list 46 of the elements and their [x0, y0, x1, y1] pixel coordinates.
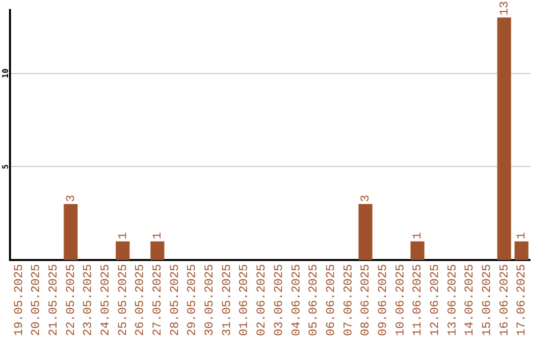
data-label: 1 [150, 232, 165, 240]
x-tick-label: 22.05.2025 [64, 264, 78, 336]
x-tick-label: 29.05.2025 [185, 264, 200, 336]
x-tick-label: 30.05.2025 [202, 264, 217, 336]
x-tick-label: 07.06.2025 [341, 264, 356, 336]
bar [497, 17, 512, 260]
data-label: 3 [64, 194, 78, 202]
x-tick-label: 28.05.2025 [168, 264, 182, 336]
x-tick-label: 12.06.2025 [428, 264, 442, 336]
x-tick-label: 15.06.2025 [480, 264, 494, 336]
x-tick-label: 06.06.2025 [324, 264, 338, 336]
bar [358, 204, 372, 260]
x-tick-label: 04.06.2025 [289, 264, 304, 336]
x-tick-label: 11.06.2025 [410, 264, 425, 336]
data-label: 1 [116, 232, 130, 240]
bar [150, 241, 164, 260]
bar [64, 204, 78, 260]
x-tick-label: 05.06.2025 [306, 264, 321, 336]
bar [410, 241, 424, 260]
x-tick-label: 27.05.2025 [150, 264, 165, 336]
x-tick-label: 23.05.2025 [81, 264, 96, 336]
data-label: 13 [497, 1, 512, 16]
x-tick-label: 25.05.2025 [116, 264, 130, 336]
x-tick-label: 10.06.2025 [393, 264, 408, 336]
x-tick-label: 14.06.2025 [462, 264, 477, 336]
x-tick-label: 03.06.2025 [272, 264, 286, 336]
bar [514, 241, 528, 260]
data-label: 1 [514, 232, 529, 240]
x-tick-label: 26.05.2025 [133, 264, 148, 336]
x-tick-label: 20.05.2025 [29, 264, 44, 336]
x-tick-label: 08.06.2025 [358, 264, 373, 336]
x-tick-label: 31.05.2025 [220, 264, 234, 336]
y-tick-label: 10 [1, 68, 10, 78]
x-tick-label: 24.05.2025 [98, 264, 113, 336]
data-label: 1 [410, 232, 425, 240]
bar [116, 241, 130, 260]
x-tick-label: 13.06.2025 [445, 264, 460, 336]
data-label: 3 [358, 194, 373, 202]
y-tick-label: 5 [1, 164, 10, 170]
x-tick-label: 01.06.2025 [237, 264, 252, 336]
x-tick-label: 21.05.2025 [46, 264, 61, 336]
x-tick-label: 17.06.2025 [514, 264, 529, 336]
x-tick-label: 16.06.2025 [497, 264, 512, 336]
x-tick-label: 19.05.2025 [12, 264, 26, 336]
x-tick-label: 09.06.2025 [376, 264, 390, 336]
x-tick-label: 02.06.2025 [254, 264, 269, 336]
